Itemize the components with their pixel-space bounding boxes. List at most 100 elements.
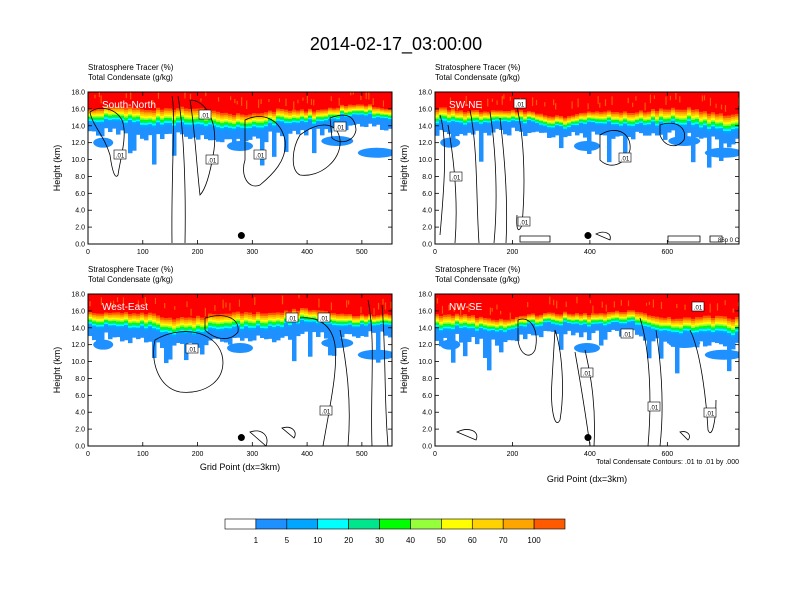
y-tick-label: 10.0	[418, 359, 432, 366]
colorbar-swatch	[533, 518, 566, 530]
y-tick-label: 4.0	[422, 208, 432, 215]
x-tick-label: 0	[433, 249, 437, 256]
y-axis-label: Height (km)	[52, 347, 62, 394]
panel-title-line1: Stratosphere Tracer (%)	[88, 63, 174, 72]
svg-text:.01: .01	[322, 410, 331, 416]
colorbar-swatch	[317, 518, 349, 530]
contour-label: .01	[319, 405, 333, 416]
svg-text:.01: .01	[650, 406, 659, 412]
colorbar-swatch	[502, 518, 535, 530]
colorbar-swatch	[410, 518, 442, 530]
colorbar-swatch	[379, 518, 411, 530]
colorbar-label: 70	[499, 536, 508, 545]
x-tick-label: 100	[137, 249, 149, 256]
y-tick-label: 4.0	[75, 410, 85, 417]
condensate-contours	[456, 317, 717, 446]
y-tick-label: 2.0	[75, 225, 85, 232]
colorbar-label: 40	[406, 536, 415, 545]
colorbar-swatch	[441, 518, 473, 530]
y-tick-label: 8.0	[422, 174, 432, 181]
colorbar: 1 5 10 20 30 40 50 60 70 100	[224, 518, 566, 545]
y-tick-label: 0.0	[422, 444, 432, 451]
svg-text:.01: .01	[256, 154, 265, 160]
y-tick-label: 6.0	[75, 393, 85, 400]
contour-label: .01	[205, 154, 219, 165]
figure-title: 2014-02-17_03:00:00	[310, 34, 482, 55]
contour-note: Total Condensate Contours: .01 to .01 by…	[596, 459, 739, 466]
y-tick-label: 10.0	[71, 157, 85, 164]
y-tick-label: 8.0	[422, 376, 432, 383]
y-tick-label: 18.0	[71, 292, 85, 299]
colorbar-swatch	[348, 518, 380, 530]
y-tick-label: 6.0	[422, 393, 432, 400]
x-tick-label: 200	[192, 451, 204, 458]
y-tick-label: 10.0	[71, 359, 85, 366]
y-tick-label: 8.0	[75, 376, 85, 383]
contour-label: .01	[185, 343, 199, 354]
contour-labels: .01 .01 .01 .01	[449, 98, 632, 227]
x-tick-label: 400	[584, 451, 596, 458]
panel-south-north: .01 .01 .01 .01 .01 South-North Stratosphere T…	[52, 63, 393, 256]
y-tick-label: 0.0	[75, 242, 85, 249]
x-tick-label: 200	[507, 451, 519, 458]
y-tick-label: 14.0	[71, 123, 85, 130]
plot-frame	[87, 91, 393, 245]
plot-area: .01 .01 .01 .01	[435, 92, 739, 244]
svg-text:.01: .01	[116, 154, 125, 160]
svg-text:.01: .01	[320, 317, 329, 323]
y-tick-label: 18.0	[71, 90, 85, 97]
panel-title-line2: Total Condensate (g/kg)	[435, 73, 520, 82]
colorbar-swatch	[286, 518, 319, 530]
svg-text:.01: .01	[623, 333, 632, 339]
x-axis-label: Grid Point (dx=3km)	[200, 462, 280, 472]
x-tick-label: 0	[86, 451, 90, 458]
contour-label: .01	[618, 152, 632, 163]
y-tick-label: 6.0	[75, 191, 85, 198]
x-axis-label: Grid Point (dx=3km)	[547, 474, 627, 484]
contour-label: .01	[317, 312, 331, 323]
contour-labels: .01 .01 .01 .01 .01	[580, 301, 717, 418]
y-tick-label: 12.0	[418, 342, 432, 349]
contour-label: .01	[703, 407, 717, 418]
corner-note: 86p 0 C	[718, 238, 740, 244]
condensate-contours	[439, 99, 723, 244]
y-tick-label: 4.0	[75, 208, 85, 215]
condensate-contours	[153, 299, 389, 446]
location-marker	[584, 434, 592, 442]
x-tick-label: 200	[507, 249, 519, 256]
y-tick-label: 2.0	[422, 225, 432, 232]
contour-labels: .01 .01 .01 .01 .01	[113, 109, 347, 165]
panel-title-line2: Total Condensate (g/kg)	[435, 275, 520, 284]
y-tick-label: 8.0	[75, 174, 85, 181]
panel-title-line1: Stratosphere Tracer (%)	[88, 265, 174, 274]
plot-area: .01 .01 .01 .01 .01	[88, 92, 392, 244]
plot-frame	[434, 293, 740, 447]
y-tick-label: 4.0	[422, 410, 432, 417]
x-tick-label: 400	[301, 249, 313, 256]
x-tick-label: 600	[662, 451, 674, 458]
colorbar-swatch	[471, 518, 504, 530]
y-tick-label: 14.0	[71, 325, 85, 332]
y-tick-label: 12.0	[71, 342, 85, 349]
contour-label: .01	[113, 149, 127, 160]
y-tick-label: 16.0	[71, 308, 85, 315]
x-tick-label: 300	[246, 249, 258, 256]
y-tick-label: 16.0	[418, 106, 432, 113]
y-tick-label: 18.0	[418, 292, 432, 299]
contour-label: .01	[198, 109, 212, 120]
x-tick-label: 400	[301, 451, 313, 458]
svg-text:.01: .01	[516, 103, 525, 109]
svg-text:.01: .01	[336, 126, 345, 132]
contour-label: .01	[285, 312, 299, 323]
contour-label: .01	[513, 98, 527, 109]
panel-title-line2: Total Condensate (g/kg)	[88, 73, 173, 82]
plot-area: .01 .01 .01 .01 .01	[435, 294, 739, 446]
svg-text:.01: .01	[208, 159, 217, 165]
colorbar-label: 10	[313, 536, 322, 545]
panel-sw-ne: .01 .01 .01 .01 SW-NE Stratosphere Tracer (%)…	[399, 63, 740, 256]
x-tick-label: 100	[137, 451, 149, 458]
tracer-field	[435, 294, 739, 374]
y-tick-label: 0.0	[75, 444, 85, 451]
y-axis-label: Height (km)	[399, 347, 409, 394]
svg-text:.01: .01	[288, 317, 297, 323]
